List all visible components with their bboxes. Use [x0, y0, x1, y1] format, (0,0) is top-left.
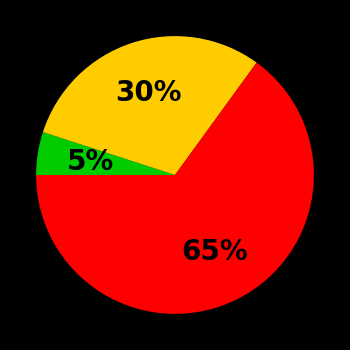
- Wedge shape: [36, 63, 314, 314]
- Text: 5%: 5%: [66, 148, 113, 176]
- Text: 30%: 30%: [115, 79, 182, 107]
- Wedge shape: [36, 132, 175, 175]
- Text: 65%: 65%: [181, 238, 247, 266]
- Wedge shape: [43, 36, 257, 175]
